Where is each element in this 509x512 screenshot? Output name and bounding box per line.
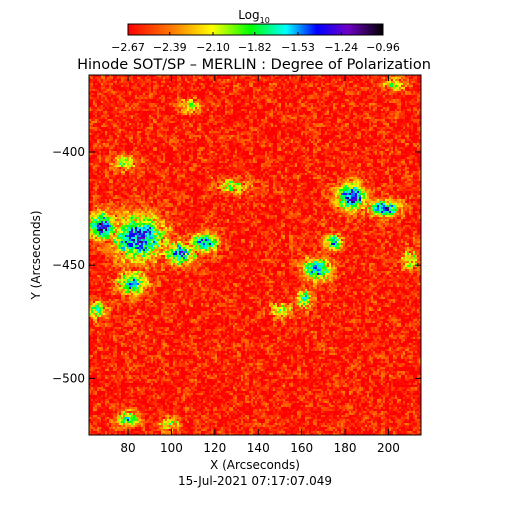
x-tick-label: 200 — [377, 441, 400, 455]
x-axis-label: X (Arcseconds) — [210, 458, 300, 472]
x-axis: 80 100 120 140 160 180 200 — [120, 75, 400, 455]
chart-title: Hinode SOT/SP – MERLIN : Degree of Polar… — [77, 57, 431, 73]
colorbar-tick-label: −1.82 — [238, 41, 272, 54]
y-axis-label: Y (Arcseconds) — [29, 210, 43, 300]
plot-frame — [88, 74, 422, 436]
y-axis: −400 −450 −500 — [52, 145, 421, 385]
timestamp: 15-Jul-2021 07:17:07.049 — [178, 474, 332, 488]
colorbar: Log10 −2.67 −2.39 −2.10 −1.82 −1.53 −1.24 −0.9… — [111, 8, 400, 54]
y-tick-label: −500 — [52, 371, 85, 385]
colorbar-tick-label: −2.67 — [111, 41, 145, 54]
x-tick-label: 180 — [334, 441, 357, 455]
x-tick-label: 140 — [247, 441, 270, 455]
colorbar-tick-label: −1.53 — [281, 41, 315, 54]
x-tick-label: 100 — [160, 441, 183, 455]
colorbar-tick-label: −0.96 — [366, 41, 400, 54]
heatmap-image — [89, 75, 421, 435]
y-tick-label: −450 — [52, 258, 85, 272]
x-tick-label: 160 — [290, 441, 313, 455]
colorbar-tick-label: −2.10 — [196, 41, 230, 54]
x-tick-label: 80 — [120, 441, 135, 455]
x-tick-label: 120 — [203, 441, 226, 455]
colorbar-label: Log10 — [238, 8, 270, 25]
y-tick-label: −400 — [52, 145, 85, 159]
heatmap-plot: 80 100 120 140 160 180 200 −400 −450 −500 — [52, 74, 422, 455]
colorbar-tick-label: −2.39 — [153, 41, 187, 54]
colorbar-ticks: −2.67 −2.39 −2.10 −1.82 −1.53 −1.24 −0.96 — [111, 32, 400, 54]
colorbar-tick-label: −1.24 — [324, 41, 358, 54]
colorbar-gradient — [127, 23, 384, 36]
